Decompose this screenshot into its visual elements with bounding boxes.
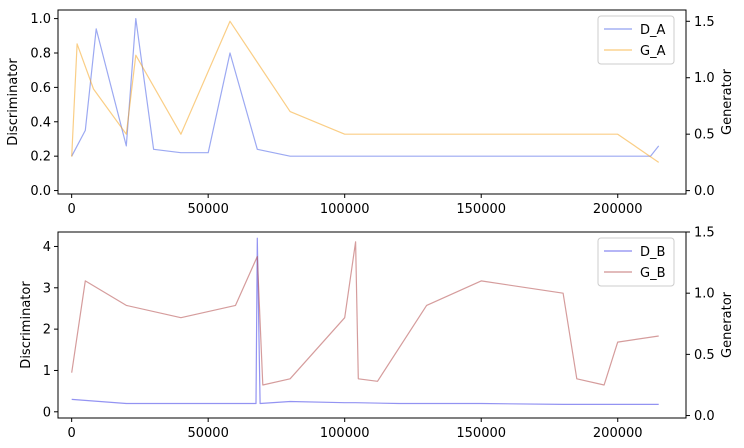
chart-panel-bottom: 0 50000 100000 150000 200000 0 1 2 3 4 0.0 0.5 1.0… xyxy=(19,226,735,442)
x-tick-label: 50000 xyxy=(187,426,228,441)
legend-label-g-a: G_A xyxy=(640,44,666,59)
series-line-g-b xyxy=(71,241,659,386)
y-tick-label: 0.6 xyxy=(30,81,51,96)
y2-tick-label: 1.0 xyxy=(694,287,715,302)
x-tick-label: 100000 xyxy=(320,426,370,441)
x-tick-label: 100000 xyxy=(320,202,370,217)
y-tick-label: 0.2 xyxy=(30,150,51,165)
y2-tick-label: 0.0 xyxy=(694,409,715,424)
x-tick-label: 50000 xyxy=(187,202,228,217)
x-tick-label: 0 xyxy=(68,202,76,217)
y-axis-label-right: Generator xyxy=(720,291,735,358)
y2-tick-label: 0.5 xyxy=(694,128,715,143)
y2-tick-label: 1.5 xyxy=(694,15,715,30)
y-tick-label: 2 xyxy=(43,323,51,338)
plot-frame xyxy=(57,9,687,195)
y-axis-label-right: Generator xyxy=(720,68,735,135)
series-lines xyxy=(71,18,660,163)
x-tick-label: 0 xyxy=(68,426,76,441)
x-tick-label: 200000 xyxy=(593,426,643,441)
y-axis-label-left: Discriminator xyxy=(6,58,21,146)
y-tick-label: 4 xyxy=(43,240,51,255)
y-axis-right: 0.0 0.5 1.0 1.5 xyxy=(686,226,715,424)
legend-label-d-a: D_A xyxy=(640,23,666,38)
x-tick-label: 150000 xyxy=(456,426,506,441)
y2-tick-label: 0.0 xyxy=(694,184,715,199)
y-tick-label: 1 xyxy=(43,364,51,379)
y2-tick-label: 0.5 xyxy=(694,348,715,363)
legend-label-d-b: D_B xyxy=(640,245,665,260)
y2-tick-label: 1.0 xyxy=(694,71,715,86)
y-tick-label: 0 xyxy=(43,405,51,420)
y-axis-right: 0.0 0.5 1.0 1.5 xyxy=(686,15,715,199)
legend-label-g-b: G_B xyxy=(640,266,666,281)
plot-frame xyxy=(57,231,687,419)
legend-box xyxy=(597,15,675,65)
y2-tick-label: 1.5 xyxy=(694,226,715,241)
y-tick-label: 0.0 xyxy=(30,184,51,199)
y-axis-left: 0.0 0.2 0.4 0.6 0.8 1.0 xyxy=(30,12,58,199)
x-axis: 0 50000 100000 150000 200000 xyxy=(68,418,643,441)
y-axis-left: 0 1 2 3 4 xyxy=(43,240,58,420)
series-line-d-b xyxy=(71,237,659,405)
x-tick-label: 200000 xyxy=(593,202,643,217)
series-line-g-a xyxy=(71,20,660,163)
y-tick-label: 3 xyxy=(43,281,51,296)
y-tick-label: 1.0 xyxy=(30,12,51,27)
x-tick-label: 150000 xyxy=(456,202,506,217)
y-axis-label-left: Discriminator xyxy=(19,281,34,369)
legend-box xyxy=(597,237,675,287)
series-lines xyxy=(71,237,659,405)
chart-panel-top: 0 50000 100000 150000 200000 0.0 0.2 0.4 0.6 0.8… xyxy=(6,9,735,217)
y-tick-label: 0.8 xyxy=(30,46,51,61)
legend: D_B G_B xyxy=(597,237,675,287)
x-axis: 0 50000 100000 150000 200000 xyxy=(68,194,643,217)
legend: D_A G_A xyxy=(597,15,675,65)
y-tick-label: 0.4 xyxy=(30,115,51,130)
